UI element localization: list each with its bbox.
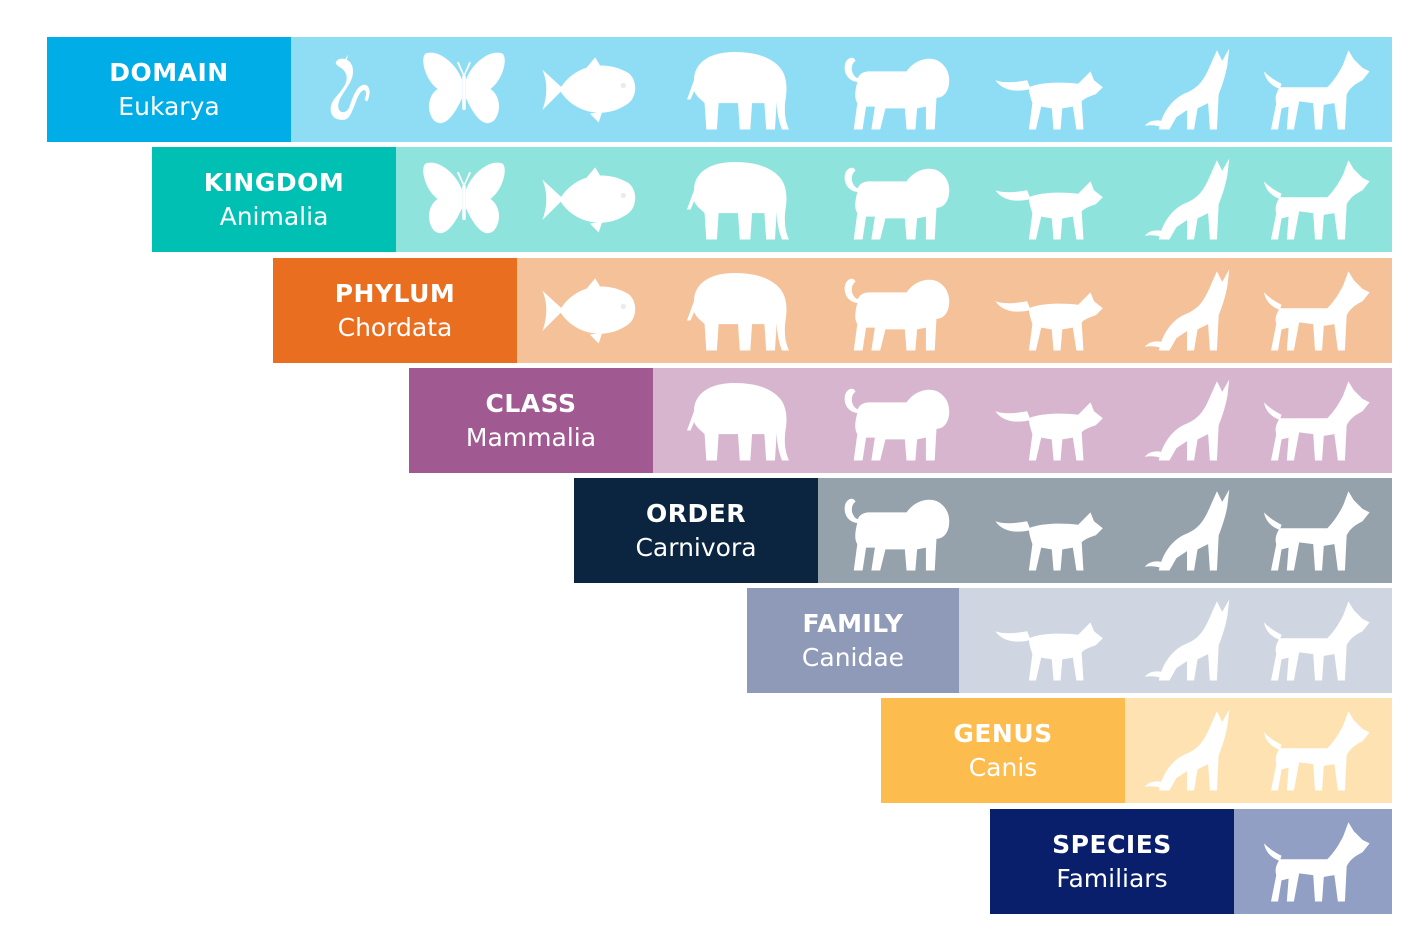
taxon-name: Canidae — [801, 642, 905, 672]
dog-icon — [1256, 706, 1374, 794]
rank-label-box: CLASS Mammalia — [409, 368, 653, 473]
rank-label-box: DOMAIN Eukarya — [47, 37, 291, 142]
animal-band — [818, 478, 1392, 583]
wolf-icon — [1132, 486, 1242, 574]
animal-band — [1125, 698, 1392, 803]
elephant-icon — [672, 376, 804, 464]
elephant-icon — [672, 155, 804, 243]
rank-label-box: GENUS Canis — [881, 698, 1125, 803]
rank-label-box: ORDER Carnivora — [574, 478, 818, 583]
dog-icon — [1256, 155, 1374, 243]
taxon-name: Animalia — [219, 201, 329, 231]
rank-name: DOMAIN — [109, 57, 229, 87]
butterfly-icon — [414, 155, 514, 243]
rank-name: GENUS — [953, 718, 1053, 748]
fox-icon — [976, 596, 1124, 684]
lion-icon — [830, 266, 962, 354]
animal-band — [959, 588, 1392, 693]
dog-icon — [1256, 266, 1374, 354]
elephant-icon — [672, 266, 804, 354]
animal-band — [396, 147, 1392, 252]
wolf-icon — [1132, 376, 1242, 464]
dog-icon — [1256, 45, 1374, 133]
taxon-name: Mammalia — [465, 422, 597, 452]
dog-icon — [1256, 486, 1374, 574]
taxon-name: Familiars — [1056, 863, 1168, 893]
rank-label-box: FAMILY Canidae — [747, 588, 959, 693]
rank-name: SPECIES — [1052, 829, 1172, 859]
snake-icon — [322, 45, 370, 133]
rank-name: CLASS — [485, 388, 577, 418]
dog-icon — [1256, 376, 1374, 464]
rank-name: PHYLUM — [334, 278, 456, 308]
taxon-name: Chordata — [337, 312, 453, 342]
fox-icon — [976, 486, 1124, 574]
taxonomy-row-species: SPECIES Familiars — [990, 809, 1392, 914]
wolf-icon — [1132, 596, 1242, 684]
taxonomy-row-kingdom: KINGDOM Animalia — [152, 147, 1392, 252]
rank-name: ORDER — [645, 498, 747, 528]
dog-icon — [1256, 596, 1374, 684]
taxonomy-row-order: ORDER Carnivora — [574, 478, 1392, 583]
fox-icon — [976, 266, 1124, 354]
lion-icon — [830, 45, 962, 133]
animal-band — [517, 258, 1392, 363]
taxonomy-row-family: FAMILY Canidae — [747, 588, 1392, 693]
fish-icon — [532, 45, 646, 133]
elephant-icon — [672, 45, 804, 133]
dog-icon — [1256, 817, 1374, 905]
rank-label-box: PHYLUM Chordata — [273, 258, 517, 363]
taxon-name: Eukarya — [118, 91, 220, 121]
animal-band — [653, 368, 1392, 473]
fish-icon — [532, 155, 646, 243]
lion-icon — [830, 155, 962, 243]
butterfly-icon — [414, 45, 514, 133]
taxonomy-row-phylum: PHYLUM Chordata — [273, 258, 1392, 363]
fox-icon — [976, 155, 1124, 243]
fox-icon — [976, 45, 1124, 133]
taxonomy-row-genus: GENUS Canis — [881, 698, 1392, 803]
lion-icon — [830, 486, 962, 574]
wolf-icon — [1132, 266, 1242, 354]
taxon-name: Carnivora — [635, 532, 757, 562]
rank-label-box: SPECIES Familiars — [990, 809, 1234, 914]
rank-name: KINGDOM — [203, 167, 345, 197]
wolf-icon — [1132, 706, 1242, 794]
wolf-icon — [1132, 155, 1242, 243]
rank-label-box: KINGDOM Animalia — [152, 147, 396, 252]
animal-band — [1234, 809, 1392, 914]
animal-band — [291, 37, 1392, 142]
fox-icon — [976, 376, 1124, 464]
taxonomy-row-domain: DOMAIN Eukarya — [47, 37, 1392, 142]
taxon-name: Canis — [968, 752, 1038, 782]
wolf-icon — [1132, 45, 1242, 133]
taxonomy-row-class: CLASS Mammalia — [409, 368, 1392, 473]
rank-name: FAMILY — [802, 608, 904, 638]
lion-icon — [830, 376, 962, 464]
fish-icon — [532, 266, 646, 354]
